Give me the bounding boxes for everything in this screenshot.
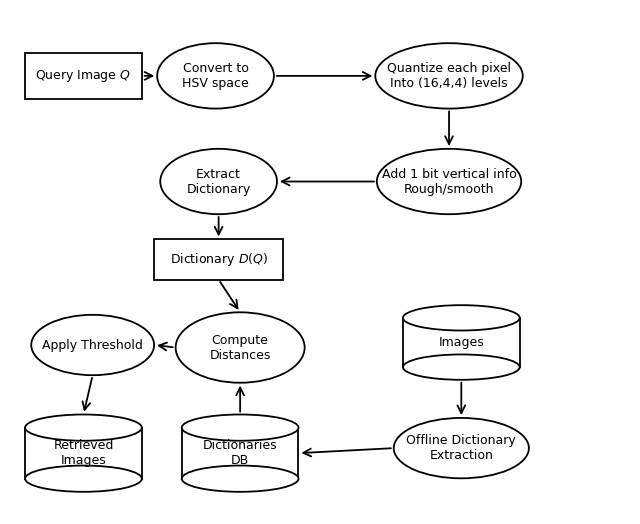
Ellipse shape bbox=[182, 414, 298, 441]
Bar bbox=[182, 428, 298, 479]
Ellipse shape bbox=[375, 43, 523, 108]
Ellipse shape bbox=[403, 354, 520, 380]
Text: Query Image $Q$: Query Image $Q$ bbox=[35, 68, 131, 84]
Ellipse shape bbox=[394, 418, 529, 478]
Bar bbox=[403, 318, 520, 367]
Text: Offline Dictionary
Extraction: Offline Dictionary Extraction bbox=[406, 434, 516, 462]
Text: Retrieved
Images: Retrieved Images bbox=[53, 439, 114, 467]
Text: Quantize each pixel
Into (16,4,4) levels: Quantize each pixel Into (16,4,4) levels bbox=[387, 62, 511, 90]
Ellipse shape bbox=[182, 465, 298, 492]
Ellipse shape bbox=[25, 465, 142, 492]
Ellipse shape bbox=[175, 312, 305, 383]
Text: Compute
Distances: Compute Distances bbox=[209, 333, 271, 362]
Ellipse shape bbox=[377, 149, 521, 214]
Text: Extract
Dictionary: Extract Dictionary bbox=[186, 168, 251, 195]
Ellipse shape bbox=[157, 43, 274, 108]
Bar bbox=[25, 53, 142, 99]
Text: Apply Threshold: Apply Threshold bbox=[42, 339, 143, 352]
Bar bbox=[25, 428, 142, 479]
Text: Dictionary $D(Q)$: Dictionary $D(Q)$ bbox=[170, 251, 268, 268]
Text: Add 1 bit vertical info
Rough/smooth: Add 1 bit vertical info Rough/smooth bbox=[381, 168, 516, 195]
Ellipse shape bbox=[403, 305, 520, 331]
Text: Images: Images bbox=[438, 336, 484, 349]
Bar bbox=[154, 239, 283, 280]
Text: Dictionaries
DB: Dictionaries DB bbox=[203, 439, 278, 467]
Ellipse shape bbox=[160, 149, 277, 214]
Ellipse shape bbox=[25, 414, 142, 441]
Ellipse shape bbox=[31, 315, 154, 375]
Text: Convert to
HSV space: Convert to HSV space bbox=[182, 62, 249, 90]
